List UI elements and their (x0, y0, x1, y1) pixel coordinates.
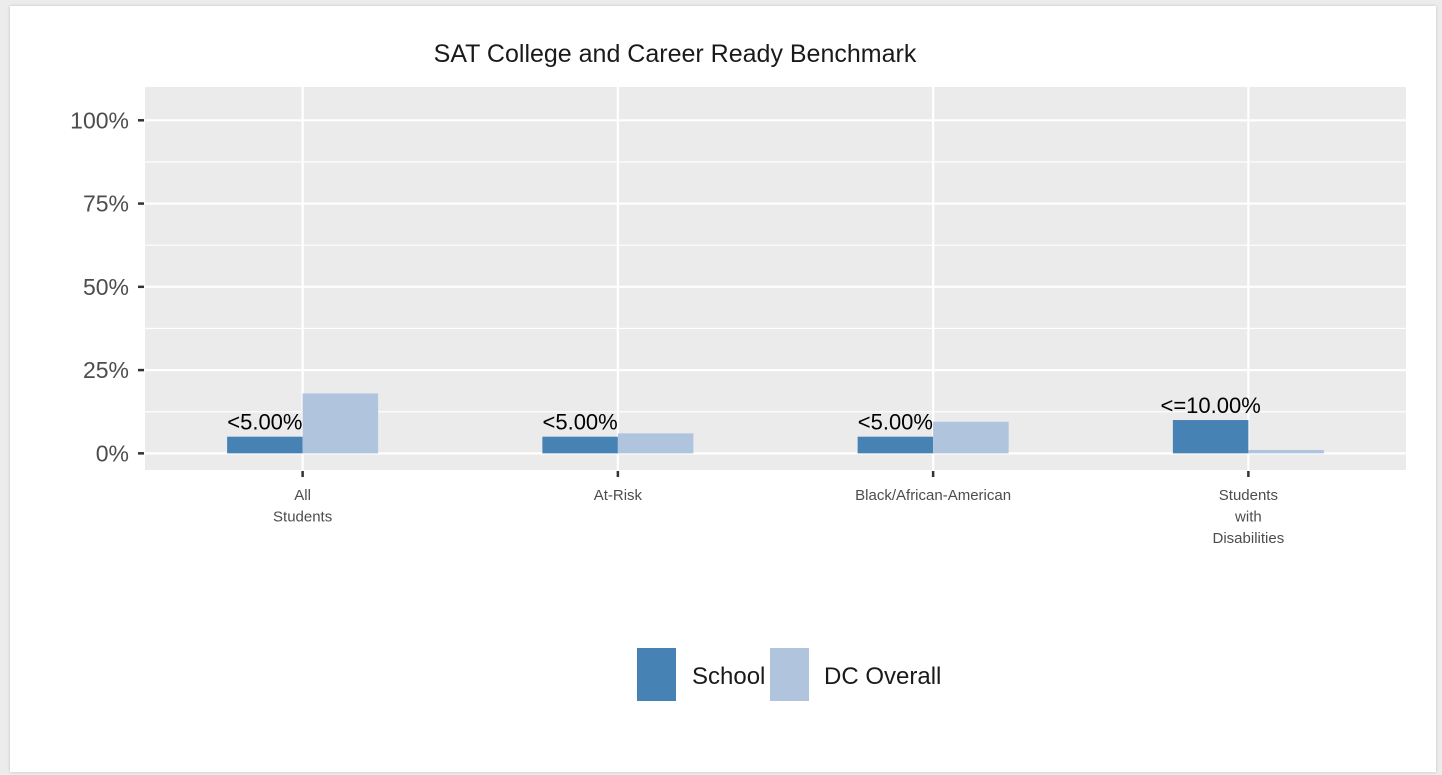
y-tick-label: 0% (96, 440, 129, 466)
data-label: <=10.00% (1160, 393, 1260, 418)
x-axis: All Students At-Risk Black/African-American… (273, 471, 1284, 547)
y-tick-label: 50% (83, 274, 129, 300)
bar-school (1172, 420, 1249, 454)
bar-dc-overall (933, 421, 1009, 454)
chart-card: SAT College and Career Ready Benchmark <… (10, 6, 1436, 772)
bar-chart: SAT College and Career Ready Benchmark <… (70, 40, 1406, 701)
x-tick-label: Students (273, 509, 332, 526)
data-label: <5.00% (543, 410, 618, 435)
x-tick-label: Black/African-American (855, 487, 1011, 504)
x-tick-label: At-Risk (594, 487, 643, 504)
legend-label: School (692, 663, 765, 690)
legend-swatch-dc-overall (770, 648, 809, 701)
x-tick-label: Students (1219, 487, 1278, 504)
bar-school (227, 436, 303, 454)
data-labels: <5.00% <5.00% <5.00% <=10.00% (227, 393, 1261, 435)
bar-dc-overall (1248, 450, 1324, 454)
legend: School DC Overall (637, 648, 941, 701)
y-axis: 0% 25% 50% 75% 100% (70, 107, 144, 466)
y-tick-label: 25% (83, 357, 129, 383)
bar-dc-overall (302, 393, 379, 454)
data-label: <5.00% (858, 410, 933, 435)
x-tick-label: Disabilities (1213, 530, 1285, 547)
bar-dc-overall (617, 433, 694, 454)
legend-label: DC Overall (824, 663, 941, 690)
bars (227, 393, 1324, 454)
x-tick-label: All (294, 487, 311, 504)
y-tick-label: 100% (70, 107, 129, 133)
bar-school (542, 436, 618, 454)
chart-title: SAT College and Career Ready Benchmark (434, 40, 917, 68)
data-label: <5.00% (227, 410, 302, 435)
bar-school (857, 436, 934, 454)
y-tick-label: 75% (83, 191, 129, 217)
legend-swatch-school (637, 648, 676, 701)
x-tick-label: with (1234, 509, 1262, 526)
